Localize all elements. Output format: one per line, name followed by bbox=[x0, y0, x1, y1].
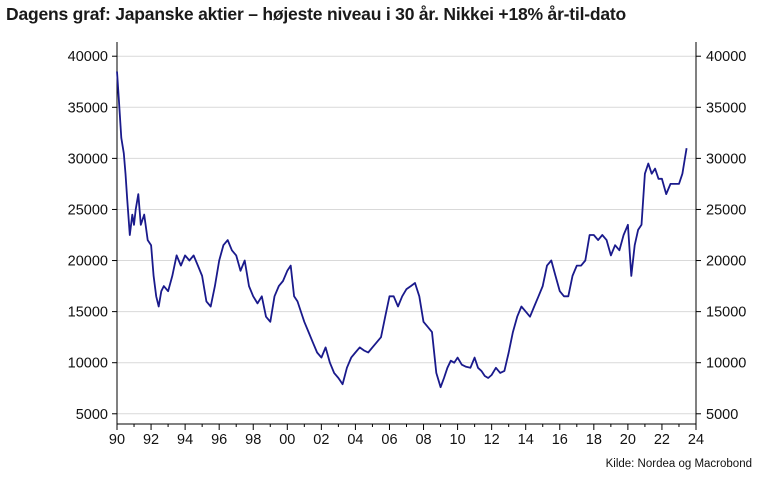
x-tick-label: 20 bbox=[620, 432, 636, 448]
y-tick-label: 20000 bbox=[706, 254, 746, 270]
y-tick-label: 35000 bbox=[706, 100, 746, 116]
x-tick-label: 98 bbox=[245, 432, 261, 448]
y-tick-label: 10000 bbox=[68, 356, 108, 372]
x-tick-label: 22 bbox=[654, 432, 670, 448]
y-tick-label: 5000 bbox=[706, 407, 738, 423]
y-tick-label: 40000 bbox=[706, 49, 746, 65]
x-tick-label: 96 bbox=[211, 432, 227, 448]
x-tick-label: 18 bbox=[586, 432, 602, 448]
x-tick-label: 10 bbox=[450, 432, 466, 448]
y-tick-label: 15000 bbox=[706, 305, 746, 321]
x-tick-label: 92 bbox=[143, 432, 159, 448]
y-tick-label: 30000 bbox=[706, 151, 746, 167]
y-tick-label: 25000 bbox=[706, 202, 746, 218]
x-tick-label: 06 bbox=[381, 432, 397, 448]
y-tick-label: 40000 bbox=[68, 49, 108, 65]
x-tick-label: 24 bbox=[688, 432, 704, 448]
y-axis-left: 5000 10000 15000 20000 25000 30000 35000 40000 bbox=[68, 49, 117, 423]
y-tick-label: 15000 bbox=[68, 305, 108, 321]
x-tick-label: 90 bbox=[109, 432, 125, 448]
chart-title: Dagens graf: Japanske aktier – højeste n… bbox=[6, 4, 627, 24]
y-tick-label: 10000 bbox=[706, 356, 746, 372]
y-tick-label: 20000 bbox=[68, 254, 108, 270]
y-tick-label: 5000 bbox=[76, 407, 108, 423]
x-tick-label: 12 bbox=[484, 432, 500, 448]
nikkei-series-line bbox=[116, 71, 688, 389]
y-tick-label: 25000 bbox=[68, 202, 108, 218]
x-tick-label: 04 bbox=[347, 432, 363, 448]
x-axis: 90 92 94 96 98 00 02 04 06 08 10 12 14 16 18 20 22 24 bbox=[109, 424, 704, 448]
x-tick-label: 16 bbox=[552, 432, 568, 448]
x-tick-label: 94 bbox=[177, 432, 193, 448]
x-tick-label: 00 bbox=[279, 432, 295, 448]
x-tick-label: 14 bbox=[518, 432, 534, 448]
y-tick-label: 30000 bbox=[68, 151, 108, 167]
x-tick-label: 08 bbox=[415, 432, 431, 448]
grid-lines bbox=[117, 55, 696, 415]
x-tick-label: 02 bbox=[313, 432, 329, 448]
y-axis-right: 5000 10000 15000 20000 25000 30000 35000 40000 bbox=[696, 49, 746, 423]
axes bbox=[116, 42, 697, 425]
y-tick-label: 35000 bbox=[68, 100, 108, 116]
source-note: Kilde: Nordea og Macrobond bbox=[605, 458, 752, 470]
